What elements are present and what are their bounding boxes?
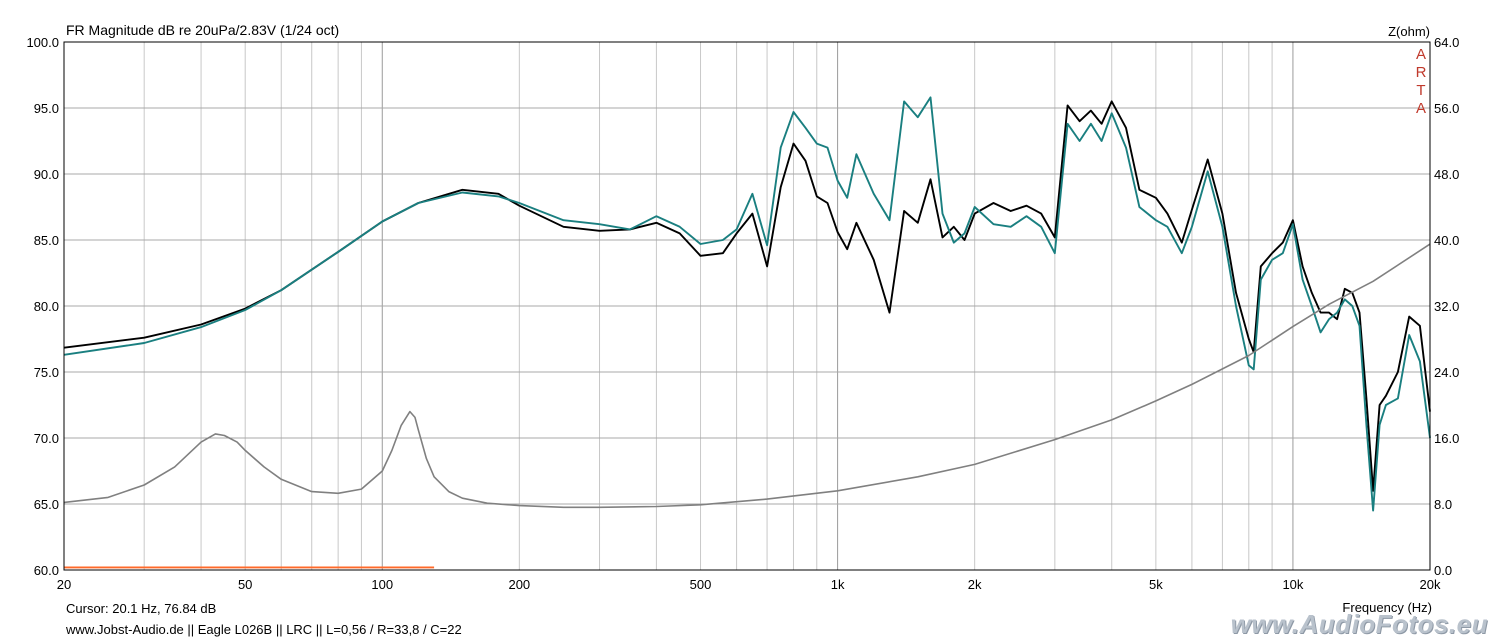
x-tick-label: 2k [968, 577, 982, 592]
y-tick-label: 85.0 [34, 233, 59, 248]
plot-frame [63, 41, 1431, 571]
x-tick-label: 1k [831, 577, 845, 592]
y-tick-label: 60.0 [34, 563, 59, 578]
series-line-2 [63, 243, 1431, 509]
x-tick-label: 5k [1149, 577, 1163, 592]
watermark-logo: www.AudioFotos.eu [1230, 609, 1488, 639]
series-group [63, 96, 1431, 569]
right-axis-label: Z(ohm) [1388, 24, 1430, 39]
y2-tick-label: 48.0 [1434, 167, 1459, 182]
y2-tick-label: 8.0 [1434, 497, 1452, 512]
arta-annotation: A R T A [1414, 46, 1428, 118]
x-tick-label: 200 [508, 577, 530, 592]
y2-tick-label: 40.0 [1434, 233, 1459, 248]
grid [63, 41, 1431, 571]
y-tick-label: 95.0 [34, 101, 59, 116]
cursor-readout: Cursor: 20.1 Hz, 76.84 dB [66, 601, 217, 616]
y2-tick-label: 16.0 [1434, 431, 1459, 446]
annotation-letter: A [1415, 46, 1426, 63]
y2-tick-label: 56.0 [1434, 101, 1459, 116]
y2-tick-label: 64.0 [1434, 35, 1459, 50]
x-tick-label: 20 [57, 577, 71, 592]
x-tick-label: 500 [690, 577, 712, 592]
tick-labels: 20 50 100 200 500 1k 2k 5k 10k 20k 100.0 95.0 90.0 85… [26, 35, 1459, 592]
y2-tick-label: 32.0 [1434, 299, 1459, 314]
annotation-letter: R [1415, 64, 1427, 81]
measurement-info: www.Jobst-Audio.de || Eagle L026B || LRC… [66, 622, 462, 637]
y-tick-label: 75.0 [34, 365, 59, 380]
y2-tick-label: 0.0 [1434, 563, 1452, 578]
y2-tick-label: 24.0 [1434, 365, 1459, 380]
series-line-1 [63, 96, 1431, 512]
x-axis-label: Frequency (Hz) [1342, 600, 1432, 615]
annotation-letter: T [1416, 82, 1426, 99]
annotation-letter: A [1415, 100, 1426, 117]
x-tick-label: 50 [238, 577, 252, 592]
chart-title: FR Magnitude dB re 20uPa/2.83V (1/24 oct… [66, 22, 340, 38]
y-tick-label: 70.0 [34, 431, 59, 446]
y-tick-label: 100.0 [26, 35, 59, 50]
x-tick-label: 20k [1420, 577, 1441, 592]
x-tick-label: 100 [371, 577, 393, 592]
y-tick-label: 90.0 [34, 167, 59, 182]
y-tick-label: 65.0 [34, 497, 59, 512]
x-tick-label: 10k [1282, 577, 1303, 592]
y-tick-label: 80.0 [34, 299, 59, 314]
